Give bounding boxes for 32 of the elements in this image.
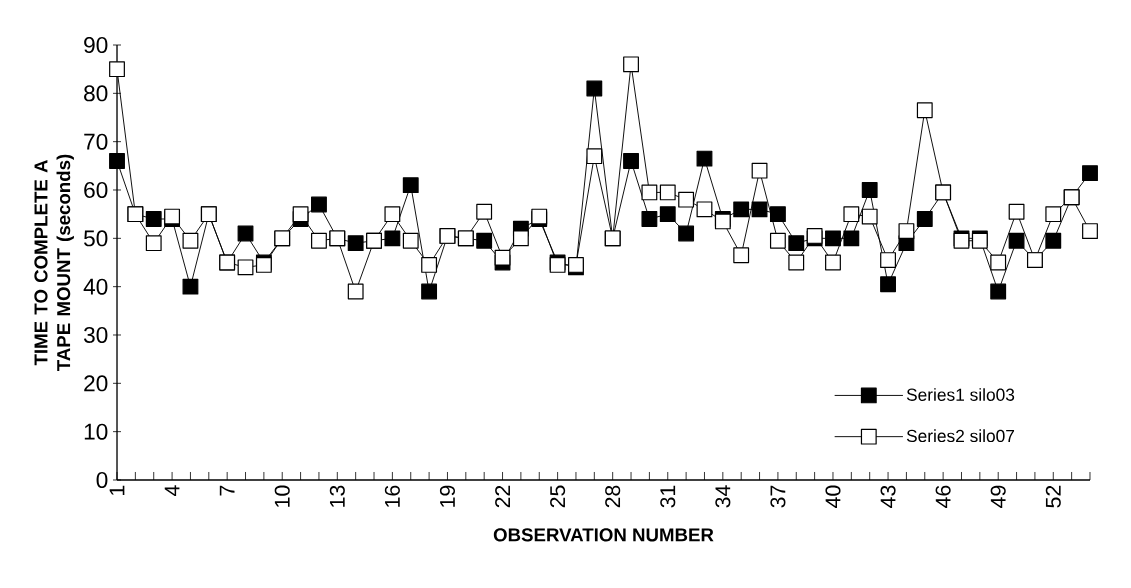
- y-axis-title: TIME TO COMPLETE A TAPE MOUNT (seconds): [34, 154, 74, 372]
- x-tick-label: 22: [495, 485, 510, 508]
- y-tick-label: 30: [83, 326, 108, 344]
- x-tick-label: 16: [384, 485, 400, 507]
- x-tick-label: 19: [439, 485, 456, 507]
- x-tick-label: 52: [1045, 485, 1061, 508]
- x-tick-label: 34: [715, 485, 731, 508]
- x-tick-label: 4: [164, 485, 180, 497]
- x-tick-label: 49: [990, 485, 1006, 508]
- y-tick-label: 20: [84, 375, 108, 392]
- x-tick-label: 31: [660, 485, 676, 508]
- x-tick-label: 10: [274, 485, 290, 507]
- x-tick-label: 43: [880, 485, 896, 508]
- y-tick-label: 0: [96, 471, 108, 489]
- x-tick-label: 28: [605, 485, 621, 508]
- x-tick-label: 40: [825, 485, 841, 508]
- y-tick-label: 70: [84, 133, 108, 150]
- y-tick-label: 60: [84, 181, 108, 199]
- y-tick-label: 10: [84, 423, 108, 440]
- legend-label: Series1 silo03: [906, 388, 1015, 401]
- x-tick-label: 1: [109, 485, 125, 495]
- x-tick-label: 25: [550, 485, 566, 508]
- y-tick-label: 40: [83, 278, 108, 295]
- x-axis-title: OBSERVATION NUMBER: [493, 528, 714, 542]
- x-tick-label: 46: [935, 485, 951, 508]
- x-tick-label: 7: [219, 485, 235, 496]
- x-tick-label: 13: [329, 485, 345, 507]
- y-tick-label: 50: [83, 230, 108, 247]
- x-tick-label: 37: [770, 485, 786, 508]
- legend-label: Series2 silo07: [906, 429, 1015, 443]
- y-tick-label: 90: [84, 36, 108, 54]
- y-tick-label: 80: [84, 85, 108, 102]
